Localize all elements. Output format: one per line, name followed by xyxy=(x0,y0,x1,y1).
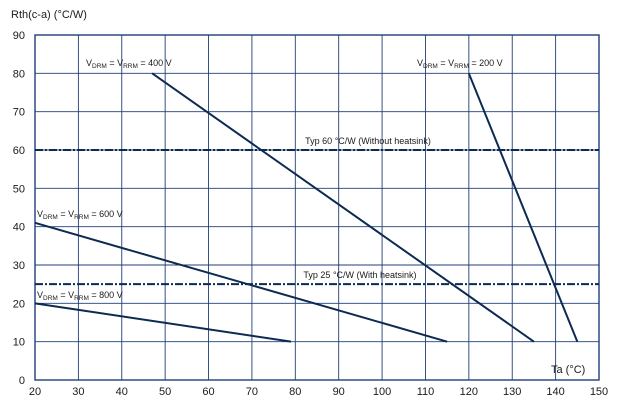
x-tick-label: 90 xyxy=(333,386,345,398)
y-tick-label: 80 xyxy=(13,68,25,80)
x-tick-label: 80 xyxy=(289,386,301,398)
reference-lines xyxy=(35,149,599,286)
reference-label-typ25: Typ 25 °C/W (With heatsink) xyxy=(303,270,416,280)
x-tick-label: 60 xyxy=(202,386,214,398)
x-tick-label: 20 xyxy=(29,386,41,398)
y-tick-label: 60 xyxy=(13,145,25,157)
series-label-v800: VDRM = VRRM = 800 V xyxy=(37,290,123,302)
y-tick-label: 90 xyxy=(13,30,25,42)
x-tick-label: 140 xyxy=(546,386,564,398)
series-line-v200 xyxy=(467,72,579,343)
series-label-v400: VDRM = VRRM = 400 V xyxy=(86,58,172,70)
y-tick-label: 50 xyxy=(13,183,25,195)
y-tick-label: 10 xyxy=(13,337,25,349)
y-tick-label: 40 xyxy=(13,222,25,234)
y-tick-label: 20 xyxy=(13,298,25,310)
x-axis-title: Ta (°C) xyxy=(551,364,585,376)
series-label-v600: VDRM = VRRM = 600 V xyxy=(37,209,123,221)
x-tick-label: 110 xyxy=(417,386,435,398)
x-tick-label: 150 xyxy=(590,386,608,398)
series-labels: Typ 60 °C/W (Without heatsink) Typ 25 °C/… xyxy=(37,58,503,302)
x-tick-label: 30 xyxy=(72,386,84,398)
series-label-v200: VDRM = VRRM = 200 V xyxy=(417,58,503,70)
y-tick-label: 70 xyxy=(13,107,25,119)
series-line-v800 xyxy=(34,302,292,343)
grid xyxy=(34,34,600,381)
x-tick-label: 130 xyxy=(503,386,521,398)
x-tick-label: 120 xyxy=(460,386,478,398)
x-tick-label: 40 xyxy=(116,386,128,398)
series-line-v400 xyxy=(151,72,535,343)
x-tick-label: 70 xyxy=(246,386,258,398)
y-axis-title: Rth(c-a) (°C/W) xyxy=(11,9,87,21)
plot-frame xyxy=(34,34,600,381)
series-line-v600 xyxy=(34,221,448,343)
x-tick-label: 100 xyxy=(373,386,391,398)
series-lines xyxy=(34,72,579,343)
reference-label-typ60: Typ 60 °C/W (Without heatsink) xyxy=(305,136,431,146)
y-tick-label: 0 xyxy=(19,375,25,387)
y-tick-label: 30 xyxy=(13,260,25,272)
x-tick-label: 50 xyxy=(159,386,171,398)
axis-ticks: 20 30 40 50 60 70 80 90 100 110 120 130 140 150 0 10 20 3… xyxy=(13,30,608,398)
